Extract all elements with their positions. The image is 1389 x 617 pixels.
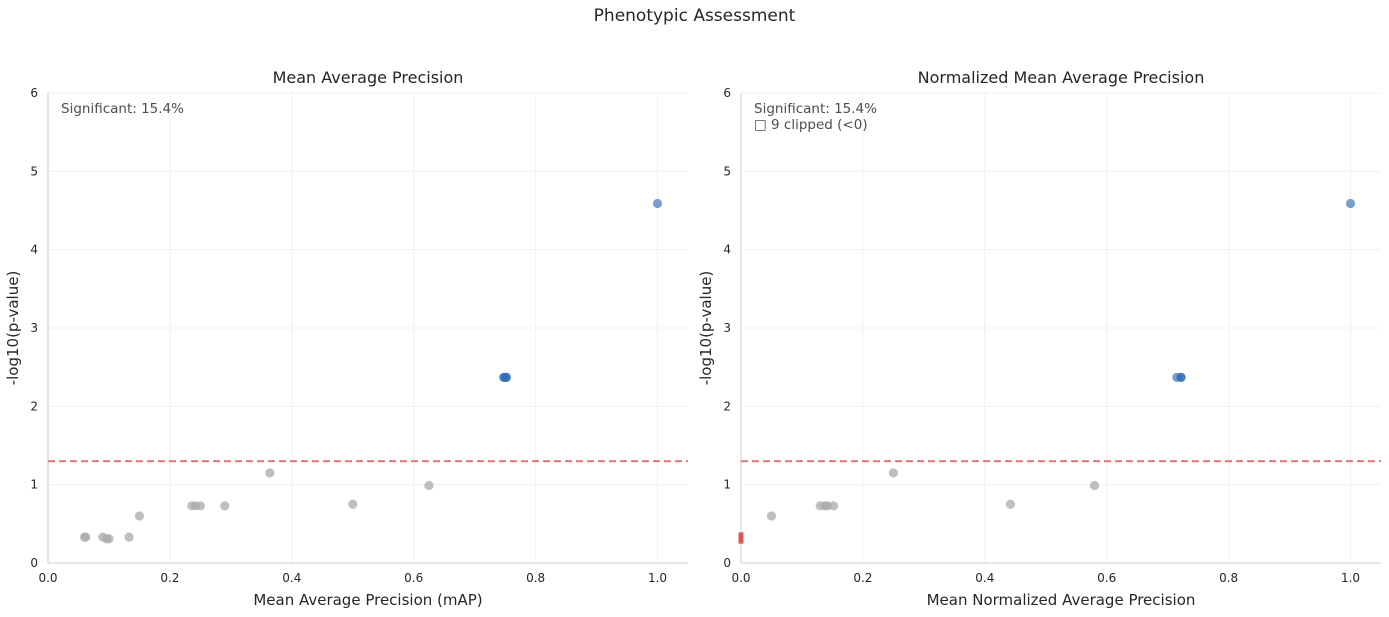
annotation-text: Significant: 15.4% bbox=[61, 101, 184, 117]
x-tick-label: 0.6 bbox=[404, 571, 423, 585]
x-axis-label: Mean Normalized Average Precision bbox=[927, 591, 1196, 609]
y-tick-label: 5 bbox=[30, 164, 38, 178]
x-tick-label: 0.0 bbox=[731, 571, 750, 585]
y-axis-label: -log10(p-value) bbox=[697, 271, 715, 386]
y-tick-label: 0 bbox=[723, 556, 731, 570]
point bbox=[829, 501, 839, 511]
figure-title: Phenotypic Assessment bbox=[593, 6, 796, 26]
x-tick-label: 1.0 bbox=[1341, 571, 1360, 585]
point bbox=[79, 532, 90, 542]
y-tick-label: 1 bbox=[723, 478, 731, 492]
point bbox=[1089, 480, 1100, 491]
x-tick-label: 0.4 bbox=[975, 571, 994, 585]
x-tick-label: 0.4 bbox=[282, 571, 301, 585]
x-axis-label: Mean Average Precision (mAP) bbox=[253, 591, 482, 609]
significant-point bbox=[1345, 198, 1356, 209]
significant-point bbox=[1176, 372, 1186, 382]
panel-title: Mean Average Precision bbox=[273, 68, 464, 87]
point bbox=[104, 534, 114, 544]
x-tick-label: 0.8 bbox=[1219, 571, 1238, 585]
y-tick-label: 6 bbox=[723, 86, 731, 100]
y-axis-label: -log10(p-value) bbox=[4, 271, 22, 386]
point bbox=[766, 511, 777, 521]
y-tick-label: 1 bbox=[30, 478, 38, 492]
chart-panel-2: 0.0 0.2 0.4 0.6 0.8 1.0 0 1 2 3 4 5 6 Normalized Mean… bbox=[697, 68, 1381, 609]
point bbox=[1005, 499, 1016, 509]
y-tick-label: 5 bbox=[723, 164, 731, 178]
y-tick-label: 3 bbox=[723, 321, 731, 335]
point bbox=[424, 480, 434, 491]
x-tick-label: 1.0 bbox=[648, 571, 667, 585]
x-tick-label: 0.2 bbox=[160, 571, 179, 585]
panel-title: Normalized Mean Average Precision bbox=[918, 68, 1205, 87]
y-tick-label: 4 bbox=[723, 243, 731, 257]
y-tick-label: 0 bbox=[30, 556, 38, 570]
point bbox=[265, 468, 275, 478]
x-tick-label: 0.8 bbox=[526, 571, 545, 585]
significant-point bbox=[501, 372, 511, 382]
significant-point bbox=[652, 198, 663, 209]
point bbox=[220, 501, 230, 511]
clipped-point bbox=[738, 533, 744, 544]
y-tick-label: 3 bbox=[30, 321, 38, 335]
y-tick-label: 4 bbox=[30, 243, 38, 257]
chart-panel-1: 0.0 0.2 0.4 0.6 0.8 1.0 0 1 2 3 4 5 6 Mean Average Pr… bbox=[4, 68, 688, 609]
annotation-text: □ 9 clipped (<0) bbox=[754, 117, 868, 133]
y-tick-label: 2 bbox=[723, 399, 731, 413]
y-tick-label: 2 bbox=[30, 399, 38, 413]
point bbox=[888, 468, 898, 478]
y-tick-label: 6 bbox=[30, 86, 38, 100]
x-tick-label: 0.0 bbox=[38, 571, 57, 585]
annotation-text: Significant: 15.4% bbox=[754, 101, 877, 117]
x-tick-label: 0.2 bbox=[853, 571, 872, 585]
point bbox=[134, 511, 145, 521]
point bbox=[195, 501, 205, 511]
x-tick-label: 0.6 bbox=[1097, 571, 1116, 585]
point bbox=[124, 532, 134, 542]
point bbox=[348, 499, 358, 509]
